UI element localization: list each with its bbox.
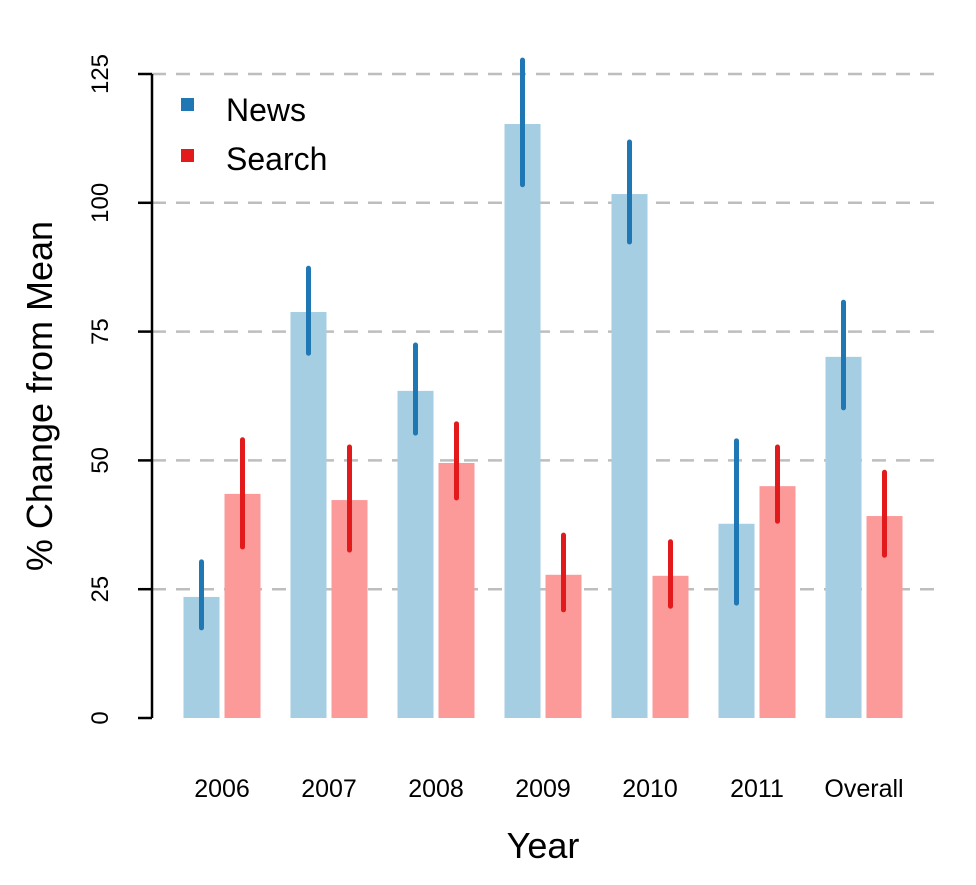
y-axis: 0 25 50 75 100 125 bbox=[87, 54, 154, 725]
x-tick-label: 2009 bbox=[515, 775, 571, 803]
y-tick-label: 100 bbox=[87, 183, 114, 223]
x-tick-label: 2011 bbox=[730, 775, 784, 803]
y-axis-label: % Change from Mean bbox=[19, 221, 60, 571]
legend-swatch-search bbox=[181, 149, 194, 162]
legend-label-news: News bbox=[226, 92, 306, 128]
bar-news bbox=[611, 194, 648, 718]
x-tick-label: 2006 bbox=[194, 775, 250, 803]
x-tick-label: 2008 bbox=[408, 775, 464, 803]
gridlines bbox=[152, 72, 935, 591]
bar-search bbox=[438, 462, 475, 718]
legend-label-search: Search bbox=[226, 141, 327, 177]
bar-news bbox=[290, 312, 327, 718]
x-tick-label: Overall bbox=[824, 775, 903, 803]
x-axis-label: Year bbox=[507, 825, 580, 866]
bar-search bbox=[759, 486, 796, 718]
y-tick-label: 75 bbox=[87, 318, 114, 345]
x-axis: 2006 2007 2008 2009 2010 2011 Overall bbox=[194, 775, 903, 803]
bars bbox=[183, 123, 903, 718]
y-tick-label: 25 bbox=[87, 576, 114, 603]
bar-news bbox=[504, 123, 541, 718]
y-tick-label: 50 bbox=[87, 447, 114, 474]
bar-news bbox=[397, 390, 434, 718]
x-tick-label: 2010 bbox=[622, 775, 678, 803]
legend-swatch-news bbox=[181, 98, 194, 111]
legend: News Search bbox=[181, 92, 327, 177]
y-tick-label: 125 bbox=[87, 54, 114, 94]
error-bars bbox=[199, 57, 887, 631]
bar-news bbox=[825, 356, 862, 718]
y-tick-label: 0 bbox=[87, 711, 114, 724]
x-tick-label: 2007 bbox=[301, 775, 357, 803]
